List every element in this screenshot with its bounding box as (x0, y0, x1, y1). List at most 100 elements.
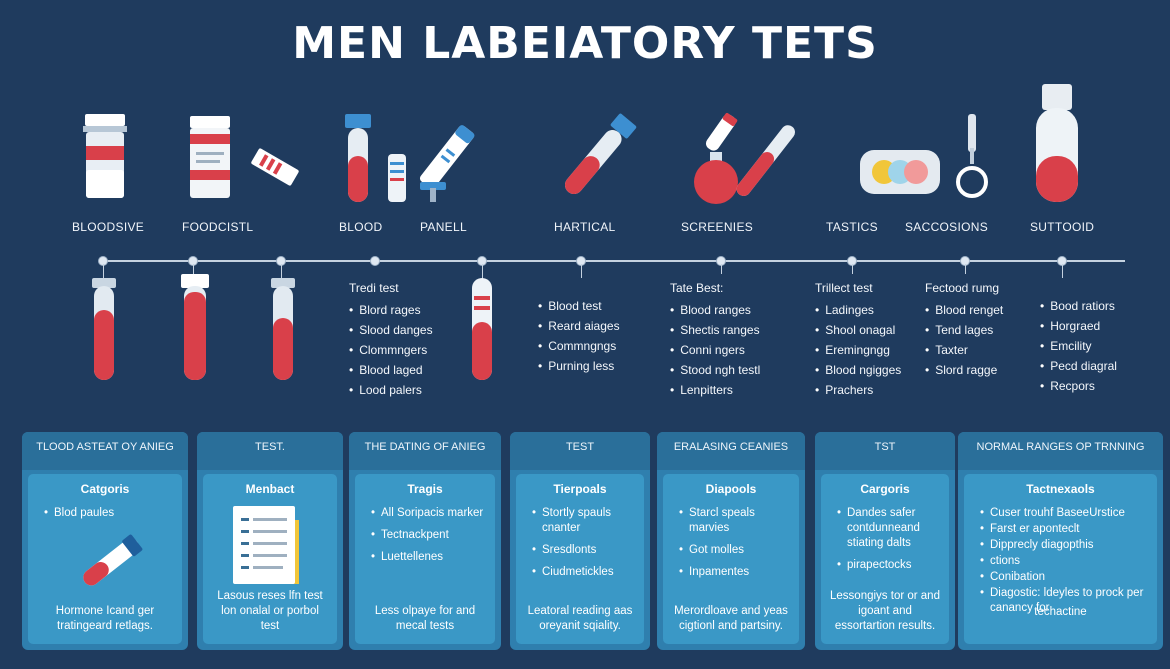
timeline-stem (852, 264, 853, 274)
panel-header: TLOOD ASTEAT OY ANIEG (22, 432, 188, 470)
panel-body: Cargoris Dandes safer contdunneand stiat… (821, 474, 949, 644)
bullet-group: Blood test Reard aiages Commngngs Purnin… (538, 296, 620, 376)
panel-item: Dandes safer contdunneand stiating dalts (829, 506, 941, 551)
bullet-item: Emcility (1040, 336, 1117, 356)
bullet-item: Slord ragge (925, 360, 1003, 380)
bullet-item: Commngngs (538, 336, 620, 356)
panel-title: Cargoris (860, 482, 910, 496)
panel-title: Tactnexaols (1026, 482, 1095, 496)
category-label: SACCOSIONS (905, 220, 989, 234)
panel-body: Menbact Lasous reses lfn test lon onalal… (203, 474, 337, 644)
panel-footer: Merordloave and yeas cigtionl and partsi… (674, 605, 788, 632)
panel-body: Catgoris Blod paules Hormone Icand ger t… (28, 474, 182, 644)
panel-header: THE DATING OF ANIEG (349, 432, 501, 470)
flask-icon (694, 112, 795, 204)
panel-body: Diapools Starcl speals marvies Got molle… (663, 474, 799, 644)
bullet-item: Bood ratiors (1040, 296, 1117, 316)
bullet-group-title: Tredi test (349, 281, 399, 295)
panel-item: Farst er aponteclt (972, 522, 1149, 537)
bullet-item: Lenpitters (670, 380, 760, 400)
bullet-item: Reard aiages (538, 316, 619, 336)
label-tube-icon (388, 154, 406, 202)
bullet-item: Stood ngh testl (670, 360, 760, 380)
page-title: MEN LABEIATORY TETS (292, 18, 878, 69)
panel-footer: Less olpaye for and mecal tests (374, 605, 476, 632)
bullet-item: Blood test (538, 296, 620, 316)
panel-item: Got molles (671, 543, 791, 558)
info-panel: TLOOD ASTEAT OY ANIEG Catgoris Blod paul… (22, 432, 188, 650)
bullet-group: Fectood rumg Blood renget Tend lages Tax… (925, 278, 1003, 380)
bullet-item: Blood ranges (670, 300, 760, 320)
test-tube-icon (83, 534, 143, 586)
document-icon (233, 506, 299, 584)
specimen-jar-icon (83, 114, 127, 198)
info-panel: TEST. Menbact Lasous reses lfn test lon … (197, 432, 343, 650)
analyzer-device-icon (860, 150, 940, 194)
panel-footer: Lasous reses lfn test lon onalal or porb… (217, 590, 323, 632)
test-tube-icon (181, 274, 209, 380)
timeline-stem (193, 264, 194, 278)
timeline-stem (721, 264, 722, 274)
test-tube-icon (271, 278, 295, 380)
info-panel: THE DATING OF ANIEG Tragis All Soripacis… (349, 432, 501, 650)
bullet-item: Ladinges (815, 300, 901, 320)
bullet-item: Pecd diagral (1040, 356, 1117, 376)
bullet-item: Shectis ranges (670, 320, 760, 340)
panel-item: Conibation (972, 570, 1149, 585)
bullet-group: Tredi test Blord rages Slood danges Clom… (349, 278, 433, 400)
bullet-group-title: Fectood rumg (925, 281, 1000, 295)
panel-header: ERALASING CEANIES (657, 432, 805, 470)
bullet-group: Trillect test Ladinges Shool onagal Erem… (815, 278, 901, 400)
bullet-group: Bood ratiors Horgraed Emcility Pecd diag… (1040, 296, 1117, 396)
panel-item: Dipprecly diagopthis (972, 538, 1149, 553)
bullet-item: Blood renget (925, 300, 1003, 320)
info-panel: TST Cargoris Dandes safer contdunneand s… (815, 432, 955, 650)
timeline-stem (482, 264, 483, 280)
panel-title: Diapools (705, 482, 757, 496)
panel-body: Tragis All Soripacis marker Tectnackpent… (355, 474, 495, 644)
bullet-item: Horgraed (1040, 316, 1117, 336)
bullet-item: Tend lages (925, 320, 1003, 340)
category-label: PANELL (420, 220, 467, 234)
panel-item: Sresdlonts (524, 543, 636, 558)
category-label: BLOOD (339, 220, 383, 234)
microscope-icon (419, 125, 475, 202)
category-label: SUTTOOID (1030, 220, 1095, 234)
info-panel: ERALASING CEANIES Diapools Starcl speals… (657, 432, 805, 650)
test-strip-icon (251, 148, 299, 186)
bullet-item: Slood danges (349, 320, 432, 340)
test-tube-icon (92, 278, 116, 380)
panel-header: TEST. (197, 432, 343, 470)
panel-item: Luettellenes (363, 550, 487, 565)
panel-item: Stortly spauls cnanter (524, 506, 636, 536)
info-panel: TEST Tierpoals Stortly spauls cnanter Sr… (510, 432, 650, 650)
timeline-stem (103, 264, 104, 280)
panel-header: NORMAL RANGES OP TRNNING (958, 432, 1163, 470)
panel-header: TST (815, 432, 955, 470)
panel-item: Tectnackpent (363, 528, 487, 543)
timeline-line (100, 260, 1125, 262)
bullet-group-title: Tate Best: (670, 281, 724, 295)
timeline-stem (1062, 264, 1063, 278)
panel-item: Inpamentes (671, 565, 791, 580)
panel-body: Tactnexaols Cuser trouhf BaseeUrstice Fa… (964, 474, 1157, 644)
bullet-item: Clommngers (349, 340, 433, 360)
timeline-stem (281, 264, 282, 280)
category-label: SCREENIES (681, 220, 754, 234)
category-label: BLOODSIVE (72, 220, 145, 234)
bullet-item: Lood palers (349, 380, 433, 400)
panel-title: Menbact (245, 482, 295, 496)
timeline-stem (581, 264, 582, 278)
panel-footer: Leatoral reading aas oreyanit sqiality. (527, 605, 633, 632)
test-tube-icon (345, 114, 371, 202)
panel-title: Tierpoals (553, 482, 607, 496)
panel-item: ctions (972, 554, 1149, 569)
panel-item: Cuser trouhf BaseeUrstice (972, 506, 1149, 521)
bullet-item: Shool onagal (815, 320, 901, 340)
info-panel: NORMAL RANGES OP TRNNING Tactnexaols Cus… (958, 432, 1163, 650)
panel-footer: Lessongiys tor or and igoant and essorta… (830, 590, 940, 632)
panel-item: All Soripacis marker (363, 506, 487, 521)
timeline-stem (965, 264, 966, 274)
bullet-item: Purning less (538, 356, 620, 376)
bullet-group: Tate Best: Blood ranges Shectis ranges C… (670, 278, 760, 400)
